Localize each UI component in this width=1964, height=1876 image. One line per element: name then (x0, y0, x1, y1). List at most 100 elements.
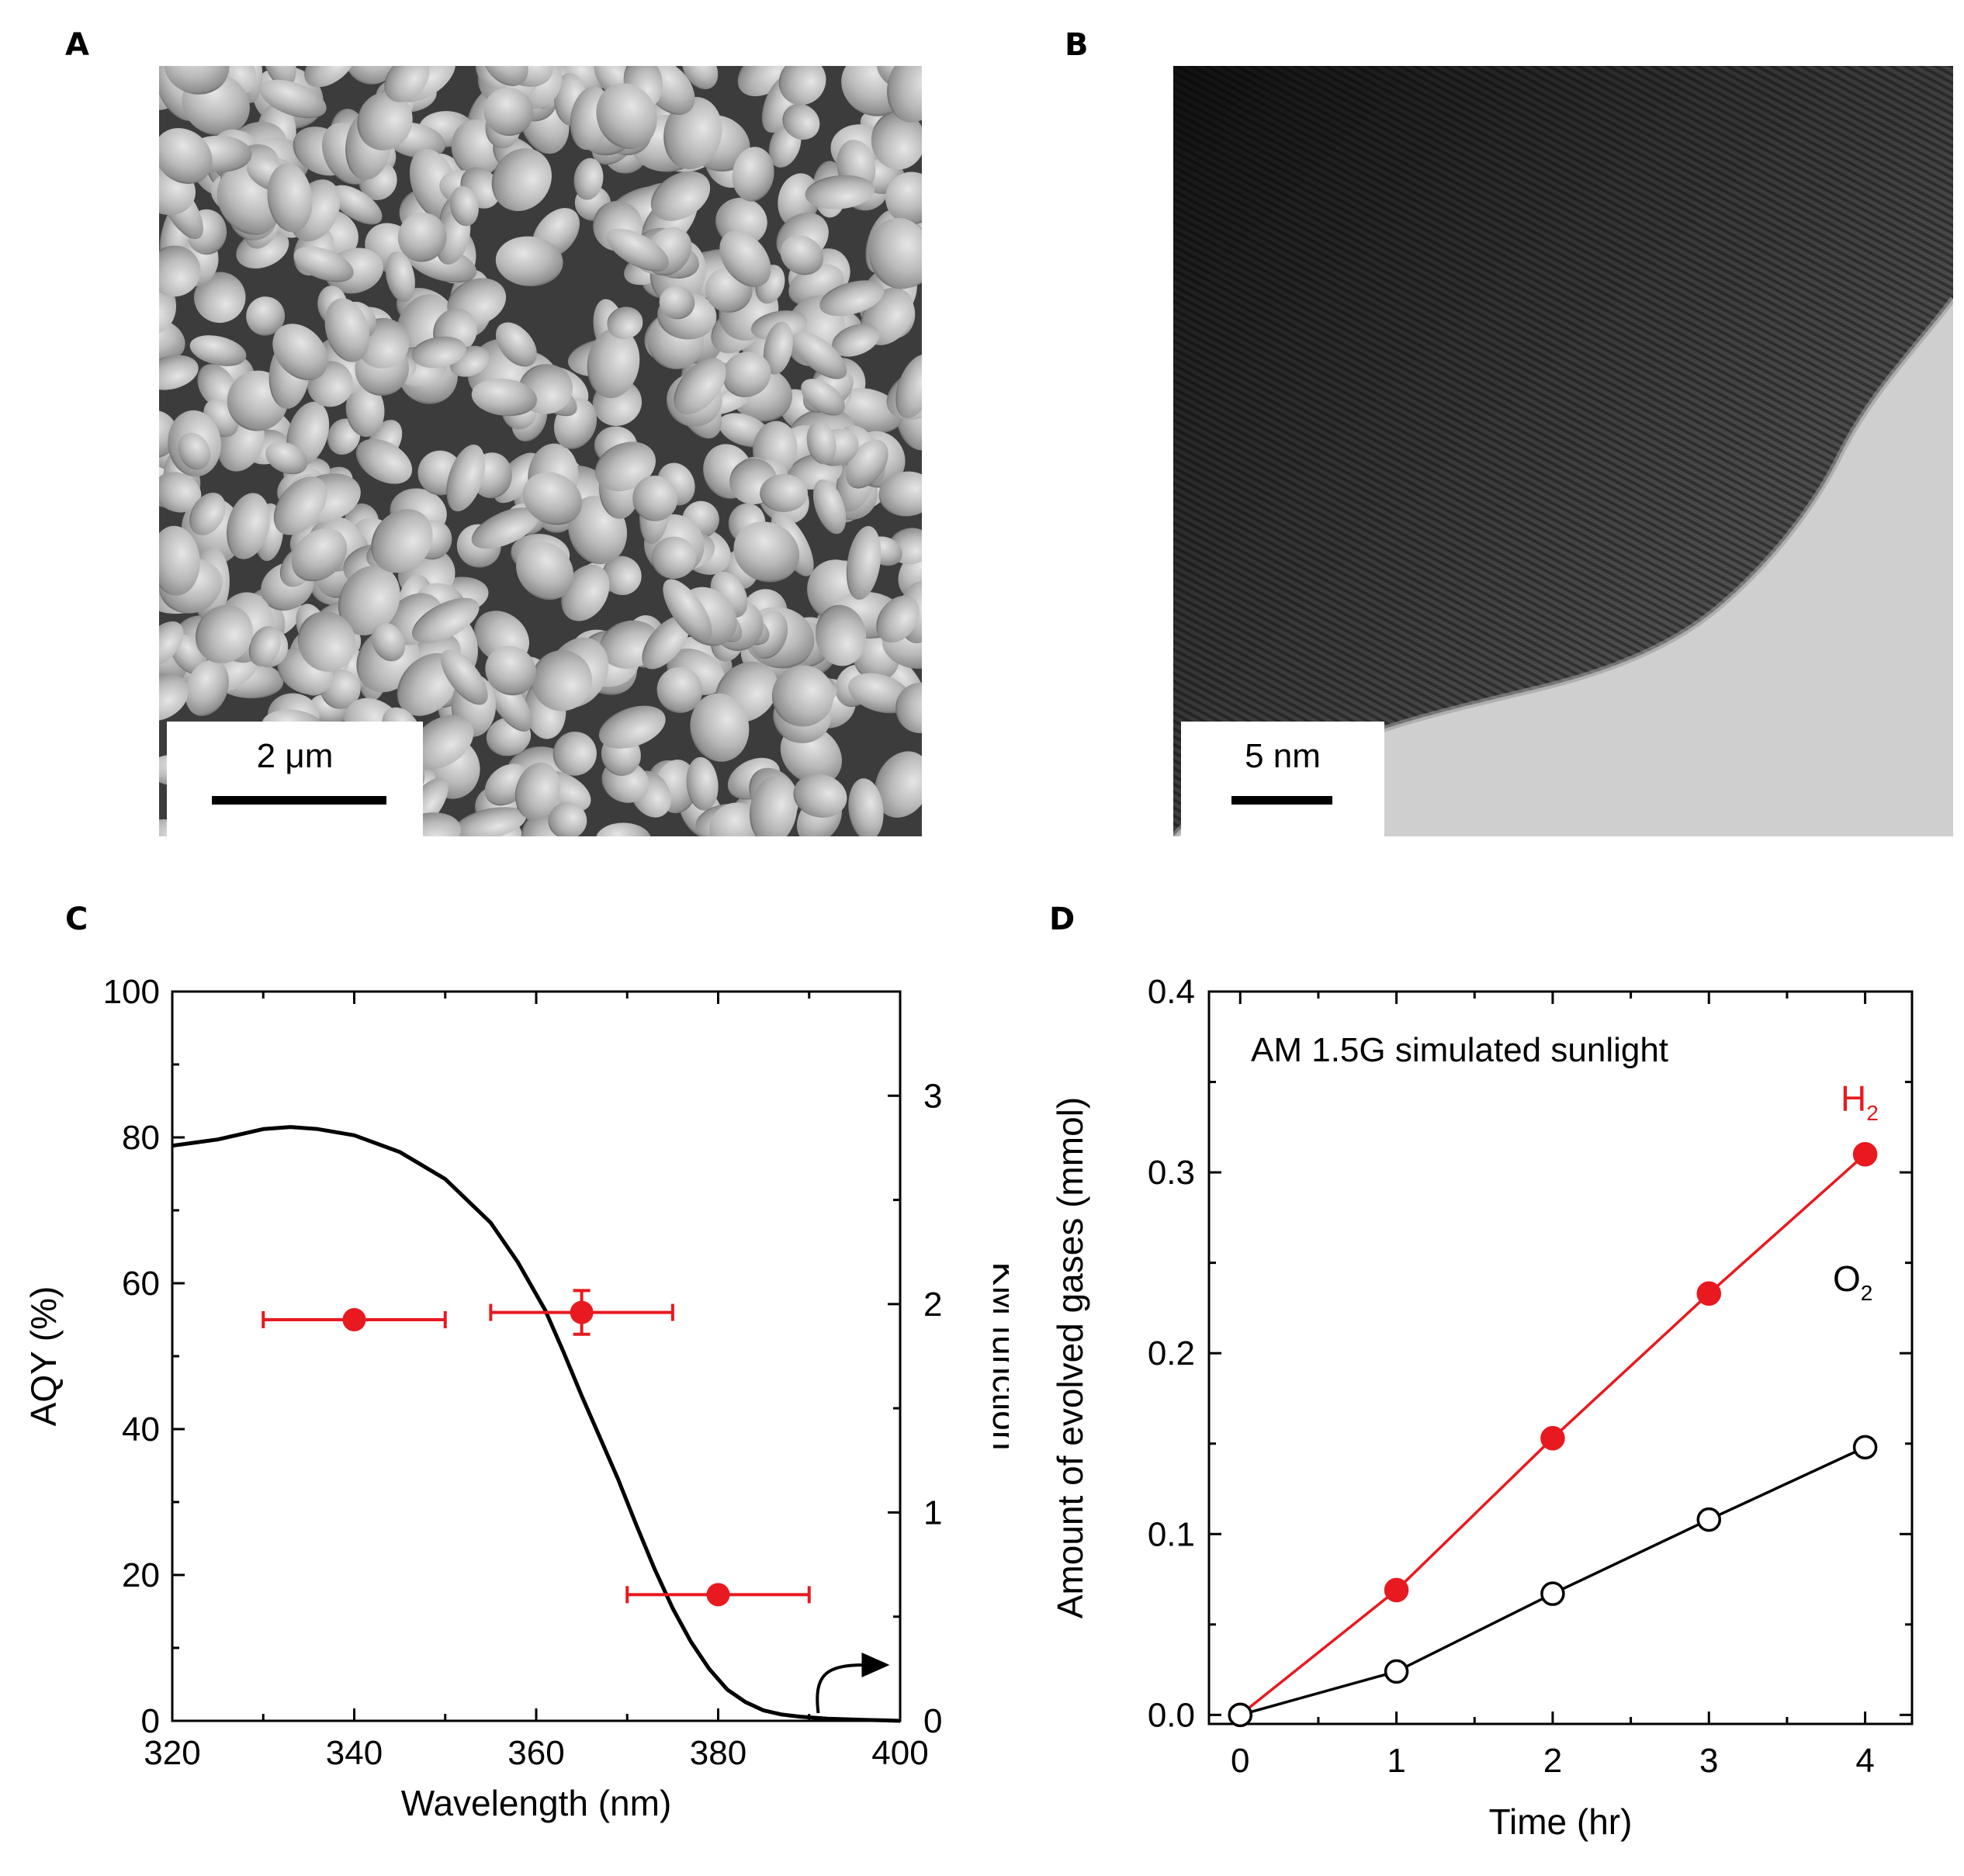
aqy-point (342, 1308, 366, 1331)
series-line-o2 (1239, 1445, 1866, 1716)
km-function-line (171, 1125, 901, 1723)
sem-grain (846, 526, 882, 601)
panel-letter-a: A (65, 27, 89, 63)
y2-tick-label-c: 3 (923, 1077, 942, 1115)
sem-grain (355, 438, 413, 484)
series-point-h2 (1852, 1142, 1878, 1167)
y-tick-label-c: 60 (122, 1265, 160, 1303)
sem-grain (674, 358, 726, 415)
sem-grain (194, 272, 246, 324)
sem-grain (248, 626, 282, 666)
y-axis-label-d: Amount of evolved gases (mmol) (1050, 1097, 1090, 1618)
sem-grain (642, 615, 690, 670)
series-point-o2 (1384, 1659, 1409, 1684)
sem-grain (514, 762, 560, 820)
sem-grain (848, 778, 884, 836)
y-tick-label-c: 0 (141, 1702, 160, 1740)
tem-micrograph: 5 nm (1173, 66, 1953, 836)
sem-grain (189, 493, 226, 535)
sem-grain (632, 475, 678, 521)
sem-grain (531, 650, 593, 711)
sem-grain (196, 604, 253, 663)
sem-grain (409, 715, 474, 770)
sem-grain (806, 421, 837, 465)
sem-grain (227, 493, 270, 559)
x-axis-label-c: Wavelength (nm) (401, 1783, 672, 1823)
aqy-point (706, 1583, 730, 1607)
y-tick-label-d: 0.2 (1148, 1334, 1195, 1372)
sem-micrograph: 2 μm (159, 66, 922, 836)
sem-grain (371, 622, 406, 662)
sem-grain (516, 541, 574, 601)
sem-grain (656, 666, 703, 713)
sem-grain (791, 331, 847, 379)
sem-grain (338, 565, 400, 635)
sem-grain (878, 471, 922, 517)
series-point-o2 (1540, 1581, 1565, 1606)
sem-grain (651, 536, 697, 580)
sem-grain (750, 775, 798, 836)
x-tick-label-c: 380 (690, 1734, 746, 1772)
sem-grain (446, 444, 485, 512)
sem-grain (267, 163, 313, 233)
sem-grain (471, 378, 538, 417)
y-tick-label-d: 0.4 (1148, 973, 1195, 1011)
sem-grain (895, 682, 922, 734)
sem-grain (552, 732, 597, 776)
y-tick-label-c: 20 (122, 1556, 160, 1594)
sem-grain (293, 246, 354, 282)
sem-grain (357, 92, 413, 151)
series-point-h2 (1696, 1281, 1722, 1307)
sem-grain (659, 286, 695, 320)
y-axis-label-c: AQY (%) (23, 1286, 64, 1427)
sem-grain (159, 673, 189, 722)
series-point-o2 (1228, 1702, 1253, 1728)
y-tick-label-c: 100 (103, 973, 160, 1011)
sem-grain (331, 185, 383, 225)
sem-grain (441, 649, 488, 705)
sem-grain (262, 66, 296, 88)
sem-grain (164, 66, 230, 95)
axis-arrow-head (861, 1653, 890, 1677)
x-axis-label-d: Time (hr) (1489, 1802, 1633, 1842)
y-tick-label-d: 0.0 (1148, 1696, 1195, 1734)
sem-grain (522, 472, 583, 525)
sem-grain (273, 476, 327, 535)
sem-grain (760, 474, 809, 512)
sem-grain (832, 324, 880, 357)
sem-grain (411, 336, 466, 369)
sem-grain (874, 751, 922, 818)
sem-grain (485, 646, 537, 696)
sem-grain (189, 335, 247, 366)
sem-grain (265, 441, 308, 475)
y2-tick-label-c: 1 (923, 1494, 942, 1532)
sem-grain (297, 611, 356, 672)
sem-grain (719, 230, 771, 287)
scale-bar-a: 2 μm (167, 722, 423, 836)
sem-grain (722, 351, 771, 397)
sem-grain (771, 665, 834, 727)
scale-bar-label-b: 5 nm (1245, 737, 1321, 775)
sem-grain (868, 217, 922, 289)
series-point-h2 (1540, 1425, 1565, 1451)
sem-grain (733, 521, 800, 583)
sem-grain (682, 66, 719, 90)
sem-grain (385, 251, 415, 303)
sem-grain (686, 756, 719, 811)
sem-grain (690, 693, 750, 762)
x-tick-label-d: 3 (1699, 1742, 1718, 1780)
sem-grain (876, 595, 920, 643)
sem-grain (601, 556, 642, 596)
sem-grain (345, 382, 385, 438)
y-tick-label-d: 0.1 (1148, 1515, 1195, 1553)
sem-grain (819, 280, 885, 317)
panel-letter-b: B (1065, 27, 1089, 63)
sem-grain (159, 245, 201, 297)
sem-grain (663, 579, 712, 642)
sem-grain (454, 807, 527, 836)
sem-grain (871, 111, 922, 170)
sem-grain (304, 66, 356, 88)
sem-grain (887, 66, 922, 123)
sem-grain (815, 604, 867, 666)
